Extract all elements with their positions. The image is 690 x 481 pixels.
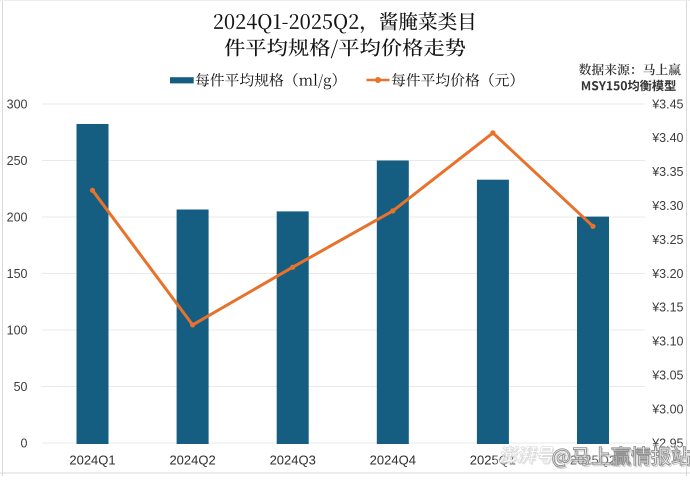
svg-text:¥3.25: ¥3.25 bbox=[651, 233, 683, 247]
svg-text:¥3.00: ¥3.00 bbox=[651, 402, 683, 416]
svg-text:¥3.45: ¥3.45 bbox=[651, 97, 683, 111]
svg-text:¥3.05: ¥3.05 bbox=[651, 369, 683, 383]
svg-text:2024Q2: 2024Q2 bbox=[169, 453, 215, 468]
svg-text:¥3.35: ¥3.35 bbox=[651, 165, 683, 179]
svg-text:2024Q4: 2024Q4 bbox=[370, 453, 416, 468]
svg-text:150: 150 bbox=[7, 267, 28, 281]
svg-text:2024Q3: 2024Q3 bbox=[270, 453, 316, 468]
svg-text:¥3.40: ¥3.40 bbox=[651, 131, 683, 145]
svg-text:50: 50 bbox=[14, 380, 28, 394]
svg-text:100: 100 bbox=[7, 323, 28, 337]
svg-text:200: 200 bbox=[7, 210, 28, 224]
svg-text:¥3.15: ¥3.15 bbox=[651, 301, 683, 315]
svg-text:300: 300 bbox=[7, 97, 28, 111]
svg-text:0: 0 bbox=[21, 436, 28, 450]
svg-text:¥3.20: ¥3.20 bbox=[651, 267, 683, 281]
svg-text:2024Q1: 2024Q1 bbox=[69, 453, 115, 468]
svg-text:¥3.30: ¥3.30 bbox=[651, 199, 683, 213]
svg-text:¥3.10: ¥3.10 bbox=[651, 335, 683, 349]
svg-text:250: 250 bbox=[7, 154, 28, 168]
